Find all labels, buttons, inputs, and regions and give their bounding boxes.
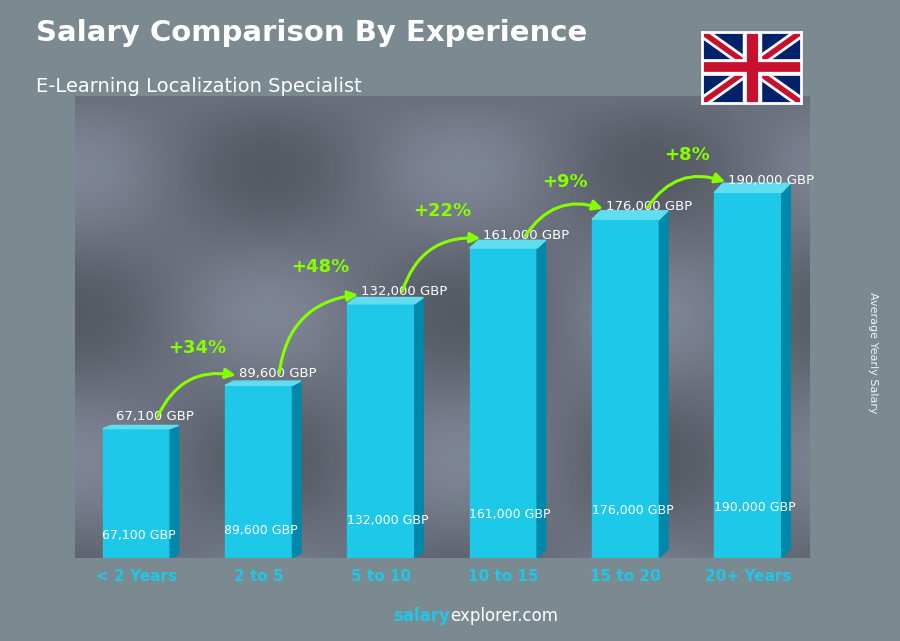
Text: 89,600 GBP: 89,600 GBP: [224, 524, 298, 537]
Text: 67,100 GBP: 67,100 GBP: [116, 410, 194, 423]
Polygon shape: [715, 192, 782, 558]
Text: 67,100 GBP: 67,100 GBP: [103, 529, 176, 542]
Text: 132,000 GBP: 132,000 GBP: [346, 514, 428, 527]
Text: 190,000 GBP: 190,000 GBP: [728, 174, 814, 187]
Text: 190,000 GBP: 190,000 GBP: [714, 501, 796, 514]
Text: +8%: +8%: [664, 146, 710, 164]
Text: +22%: +22%: [413, 202, 472, 220]
Polygon shape: [470, 240, 545, 248]
Polygon shape: [103, 426, 178, 429]
Text: explorer.com: explorer.com: [450, 607, 558, 625]
Polygon shape: [782, 183, 790, 558]
Polygon shape: [537, 240, 545, 558]
Text: 176,000 GBP: 176,000 GBP: [591, 504, 673, 517]
Text: +9%: +9%: [542, 173, 588, 191]
Polygon shape: [225, 385, 292, 558]
Polygon shape: [170, 426, 178, 558]
Polygon shape: [470, 248, 537, 558]
Polygon shape: [347, 297, 423, 304]
Text: E-Learning Localization Specialist: E-Learning Localization Specialist: [36, 77, 362, 96]
Text: +34%: +34%: [168, 339, 227, 357]
Polygon shape: [292, 381, 301, 558]
Polygon shape: [592, 219, 660, 558]
Text: Salary Comparison By Experience: Salary Comparison By Experience: [36, 19, 587, 47]
Text: 161,000 GBP: 161,000 GBP: [469, 508, 551, 520]
Text: salary: salary: [393, 607, 450, 625]
Text: Average Yearly Salary: Average Yearly Salary: [868, 292, 878, 413]
Polygon shape: [415, 297, 423, 558]
Polygon shape: [715, 183, 790, 192]
Polygon shape: [660, 211, 668, 558]
Polygon shape: [103, 429, 170, 558]
Text: +48%: +48%: [291, 258, 349, 276]
Polygon shape: [592, 211, 668, 219]
Polygon shape: [347, 304, 415, 558]
Text: 89,600 GBP: 89,600 GBP: [238, 367, 316, 379]
Polygon shape: [225, 381, 301, 385]
Text: 176,000 GBP: 176,000 GBP: [606, 201, 692, 213]
Text: 161,000 GBP: 161,000 GBP: [483, 229, 570, 242]
Text: 132,000 GBP: 132,000 GBP: [361, 285, 447, 298]
